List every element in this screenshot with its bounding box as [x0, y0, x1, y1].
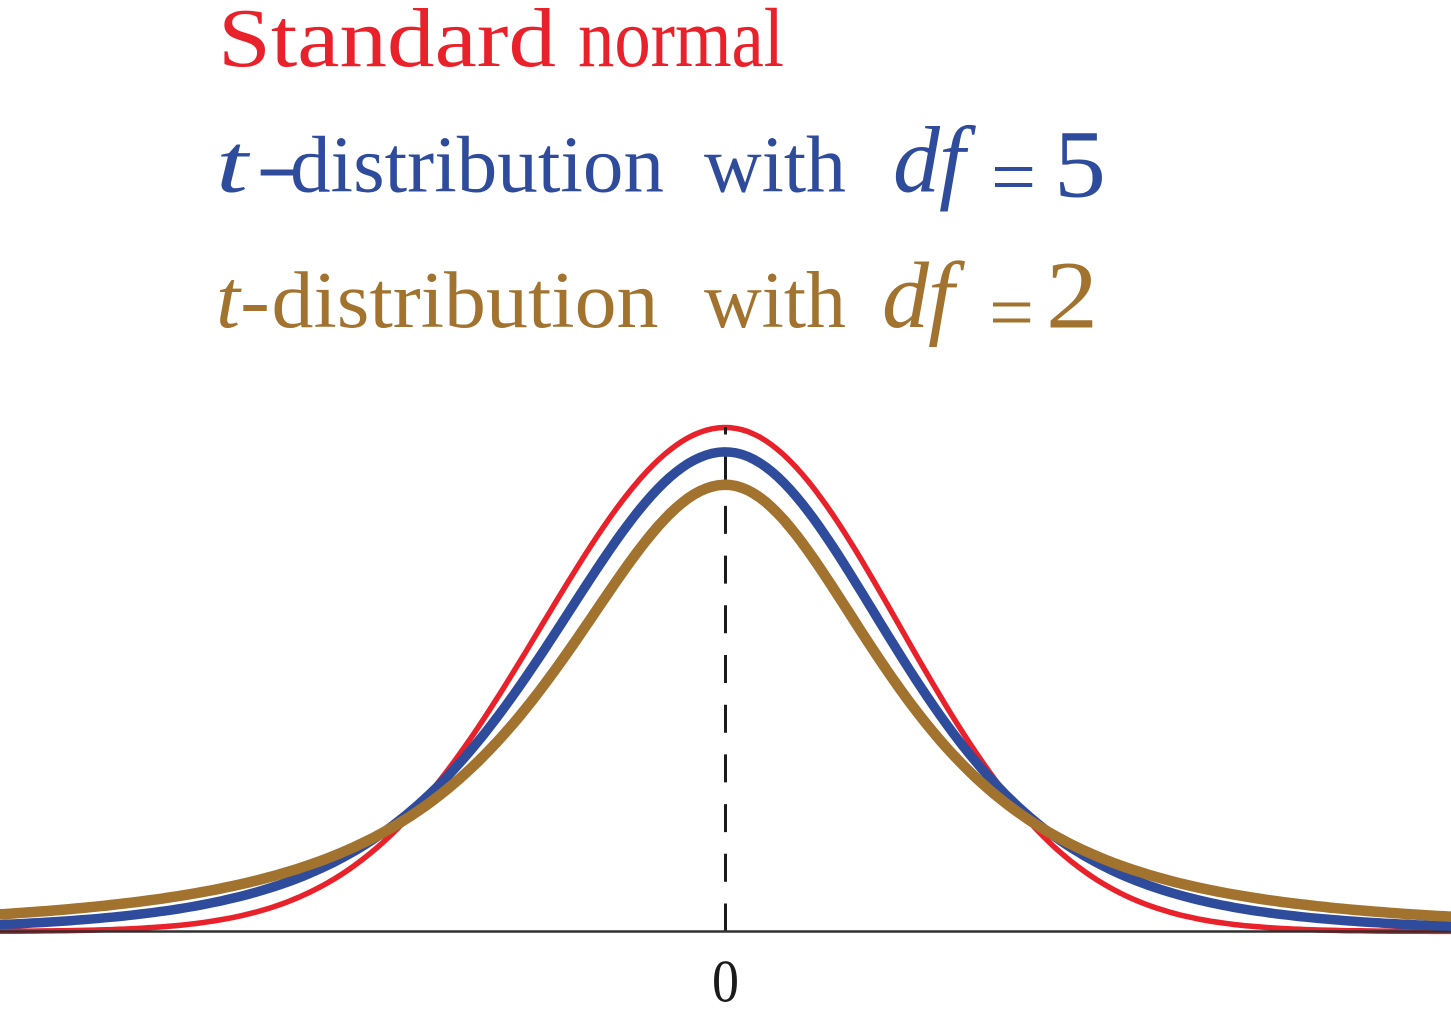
svg-text:-: -: [240, 257, 270, 345]
svg-text:with: with: [704, 257, 846, 345]
svg-text:0: 0: [712, 949, 739, 1013]
svg-text:f: f: [928, 244, 965, 348]
svg-text:=: =: [989, 269, 1034, 357]
svg-text:5: 5: [1054, 111, 1106, 218]
svg-text:distribution: distribution: [290, 122, 664, 210]
svg-text:with: with: [704, 122, 846, 210]
svg-text:Standard: Standard: [218, 0, 556, 85]
svg-text:t: t: [216, 118, 252, 211]
svg-text:-: -: [256, 122, 298, 210]
svg-text:f: f: [939, 109, 976, 213]
svg-text:normal: normal: [578, 0, 784, 85]
svg-text:distribution: distribution: [272, 257, 659, 345]
svg-text:2: 2: [1046, 242, 1098, 349]
svg-text:d: d: [882, 244, 930, 348]
svg-text:d: d: [893, 109, 941, 213]
svg-text:=: =: [991, 134, 1036, 222]
svg-text:t: t: [216, 253, 243, 346]
